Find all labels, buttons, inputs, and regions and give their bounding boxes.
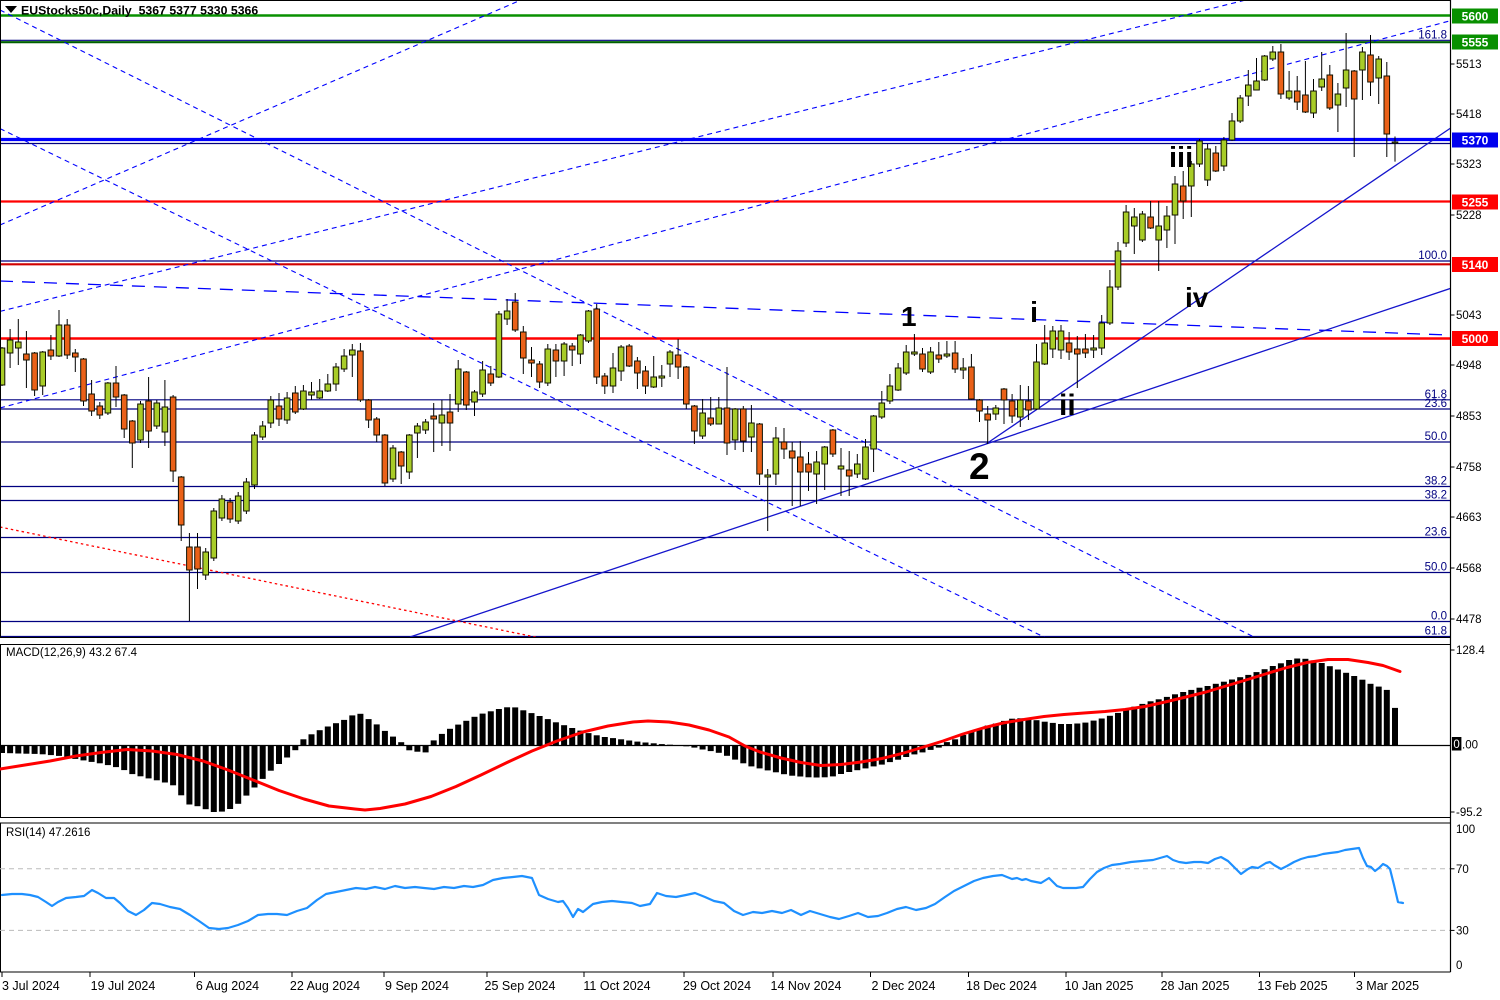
svg-text:28 Jan 2025: 28 Jan 2025 [1161,979,1230,993]
svg-text:10 Jan 2025: 10 Jan 2025 [1065,979,1134,993]
svg-text:.00: .00 [1462,740,1478,752]
svg-text:5513: 5513 [1456,59,1482,71]
svg-text:ii: ii [1059,389,1076,422]
svg-text:38.2: 38.2 [1425,490,1447,502]
svg-text:5555: 5555 [1462,36,1489,50]
svg-text:3 Jul 2024: 3 Jul 2024 [2,979,60,993]
svg-text:1: 1 [901,301,917,332]
svg-text:5418: 5418 [1456,109,1482,121]
svg-text:18 Dec 2024: 18 Dec 2024 [966,979,1037,993]
svg-text:2: 2 [969,446,990,487]
svg-text:14 Nov 2024: 14 Nov 2024 [771,979,842,993]
svg-text:23.6: 23.6 [1425,527,1447,539]
svg-text:13 Feb 2025: 13 Feb 2025 [1257,979,1327,993]
svg-text:161.8: 161.8 [1418,29,1447,41]
svg-text:38.2: 38.2 [1425,476,1447,488]
svg-text:61.8: 61.8 [1425,626,1447,638]
svg-text:4853: 4853 [1456,411,1482,423]
svg-text:4663: 4663 [1456,512,1482,524]
svg-text:i: i [1030,297,1038,329]
svg-text:50.0: 50.0 [1425,562,1447,574]
svg-text:5228: 5228 [1456,210,1482,222]
svg-text:0: 0 [1453,739,1459,751]
svg-text:100: 100 [1456,824,1475,836]
svg-text:22 Aug 2024: 22 Aug 2024 [290,979,360,993]
svg-text:4758: 4758 [1456,462,1482,474]
svg-text:23.6: 23.6 [1425,398,1447,410]
svg-text:iii: iii [1169,142,1193,174]
svg-text:iv: iv [1185,282,1209,313]
svg-text:50.0: 50.0 [1425,431,1447,443]
svg-text:RSI(14) 47.2616: RSI(14) 47.2616 [6,827,90,839]
svg-text:100.0: 100.0 [1418,250,1447,262]
svg-text:30: 30 [1456,925,1469,937]
svg-text:4948: 4948 [1456,360,1482,372]
svg-text:25 Sep 2024: 25 Sep 2024 [485,979,556,993]
svg-text:5600: 5600 [1462,10,1489,24]
svg-text:61.8: 61.8 [1425,389,1447,401]
svg-text:MACD(12,26,9) 43.2 67.4: MACD(12,26,9) 43.2 67.4 [6,647,138,659]
svg-text:29 Oct 2024: 29 Oct 2024 [683,979,751,993]
svg-text:-95.2: -95.2 [1456,807,1482,819]
svg-text:11 Oct 2024: 11 Oct 2024 [583,979,650,993]
svg-text:5323: 5323 [1456,159,1482,171]
svg-text:5140: 5140 [1462,258,1489,272]
svg-text:3 Mar 2025: 3 Mar 2025 [1356,979,1419,993]
svg-text:5370: 5370 [1462,134,1489,148]
svg-text:0.0: 0.0 [1431,611,1447,623]
svg-text:2 Dec 2024: 2 Dec 2024 [872,979,936,993]
svg-text:6 Aug 2024: 6 Aug 2024 [196,979,259,993]
svg-text:19 Jul 2024: 19 Jul 2024 [91,979,156,993]
svg-text:70: 70 [1456,864,1469,876]
svg-text:5000: 5000 [1462,332,1489,346]
svg-text:0: 0 [1456,960,1462,972]
svg-text:5043: 5043 [1456,310,1482,322]
svg-text:5255: 5255 [1462,196,1489,210]
svg-text:9 Sep 2024: 9 Sep 2024 [385,979,449,993]
svg-text:4568: 4568 [1456,563,1482,575]
svg-text:EUStocks50c,Daily 5367 5377 5: EUStocks50c,Daily 5367 5377 5330 5366 [21,4,258,18]
svg-text:128.4: 128.4 [1456,645,1485,657]
svg-text:4478: 4478 [1456,614,1482,626]
